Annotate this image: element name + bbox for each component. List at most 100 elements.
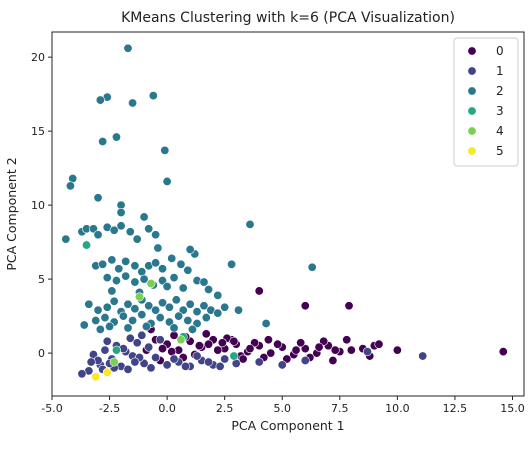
point-cluster-0-46 — [201, 329, 211, 339]
y-tick-label: 10 — [31, 199, 45, 212]
legend-box — [453, 37, 519, 167]
point-cluster-0-42 — [344, 301, 354, 311]
point-cluster-2-39 — [176, 259, 186, 269]
point-cluster-1-26 — [277, 360, 287, 370]
point-cluster-2-47 — [130, 277, 140, 287]
point-cluster-2-97 — [233, 305, 243, 315]
point-cluster-0-59 — [245, 344, 255, 354]
points-layer — [61, 43, 508, 382]
point-cluster-0-31 — [319, 336, 329, 346]
point-cluster-1-32 — [123, 364, 133, 374]
x-tick-label: 0.0 — [158, 402, 176, 415]
point-cluster-0-40 — [328, 355, 338, 365]
point-cluster-1-23 — [125, 333, 135, 343]
point-cluster-2-13 — [116, 208, 126, 218]
point-cluster-2-62 — [130, 304, 140, 314]
point-cluster-2-71 — [192, 307, 202, 317]
point-cluster-0-52 — [291, 345, 301, 355]
point-cluster-0-19 — [213, 345, 223, 355]
x-tick-label: 10.0 — [385, 402, 410, 415]
point-cluster-2-96 — [261, 318, 271, 328]
point-cluster-1-16 — [132, 338, 142, 348]
point-cluster-2-23 — [109, 225, 119, 235]
point-cluster-0-38 — [392, 345, 402, 355]
point-cluster-2-72 — [199, 301, 209, 311]
point-cluster-2-9 — [65, 181, 75, 191]
point-cluster-2-48 — [139, 274, 149, 284]
point-cluster-2-90 — [95, 324, 105, 334]
point-cluster-2-26 — [132, 234, 142, 244]
point-cluster-2-42 — [227, 259, 237, 269]
point-cluster-2-87 — [192, 318, 202, 328]
point-cluster-1-6 — [162, 360, 172, 370]
y-tick-label: 5 — [38, 273, 45, 286]
point-cluster-1-13 — [100, 345, 110, 355]
point-cluster-1-28 — [362, 347, 372, 357]
point-cluster-1-40 — [77, 369, 87, 379]
point-cluster-2-45 — [111, 276, 121, 286]
point-cluster-2-79 — [118, 311, 128, 321]
point-cluster-2-16 — [245, 219, 255, 229]
point-cluster-2-100 — [162, 282, 172, 292]
point-cluster-4-2 — [109, 357, 119, 367]
point-cluster-2-36 — [151, 258, 161, 268]
legend-marker-1 — [467, 66, 477, 76]
x-tick-label: -5.0 — [41, 402, 62, 415]
point-cluster-0-43 — [254, 286, 264, 296]
point-cluster-2-50 — [158, 276, 168, 286]
point-cluster-2-10 — [162, 176, 172, 186]
point-cluster-2-31 — [114, 264, 124, 274]
point-cluster-2-15 — [151, 230, 161, 240]
point-cluster-2-85 — [174, 311, 184, 321]
point-cluster-2-88 — [201, 313, 211, 323]
point-cluster-2-95 — [187, 324, 197, 334]
point-cluster-2-65 — [151, 305, 161, 315]
point-cluster-2-30 — [107, 255, 117, 265]
point-cluster-0-41 — [300, 301, 310, 311]
point-cluster-2-101 — [199, 277, 209, 287]
point-cluster-2-80 — [128, 316, 138, 326]
point-cluster-1-17 — [144, 342, 154, 352]
point-cluster-2-81 — [137, 310, 147, 320]
plot-frame — [51, 31, 525, 397]
point-cluster-0-50 — [238, 354, 248, 364]
point-cluster-2-24 — [116, 221, 126, 231]
point-cluster-2-66 — [158, 298, 168, 308]
point-cluster-1-27 — [300, 355, 310, 365]
point-cluster-2-3 — [95, 95, 105, 105]
point-cluster-2-93 — [141, 321, 151, 331]
point-cluster-1-5 — [151, 353, 161, 363]
point-cluster-1-34 — [146, 363, 156, 373]
point-cluster-0-22 — [282, 354, 292, 364]
legend-label-2: 2 — [496, 84, 504, 98]
x-tick-label: 15.0 — [500, 402, 525, 415]
y-axis-label: PCA Component 2 — [4, 157, 19, 270]
point-cluster-2-17 — [61, 234, 71, 244]
point-cluster-0-10 — [266, 348, 276, 358]
point-cluster-2-64 — [144, 301, 154, 311]
x-tick-label: 12.5 — [443, 402, 468, 415]
point-cluster-0-36 — [374, 339, 384, 349]
point-cluster-0-29 — [273, 339, 283, 349]
point-cluster-2-4 — [128, 98, 138, 108]
point-cluster-1-12 — [231, 358, 241, 368]
point-cluster-2-92 — [123, 323, 133, 333]
x-tick-label: 2.5 — [216, 402, 234, 415]
point-cluster-1-29 — [418, 351, 428, 361]
point-cluster-2-83 — [155, 313, 165, 323]
point-cluster-5-1 — [102, 367, 112, 377]
point-cluster-2-11 — [93, 193, 103, 203]
point-cluster-2-89 — [79, 320, 89, 330]
point-cluster-2-56 — [84, 299, 94, 309]
point-cluster-5-0 — [91, 372, 101, 382]
point-cluster-1-24 — [137, 330, 147, 340]
point-cluster-2-103 — [153, 243, 163, 253]
point-cluster-1-41 — [86, 357, 96, 367]
point-cluster-2-77 — [100, 313, 110, 323]
point-cluster-2-58 — [102, 302, 112, 312]
point-cluster-2-70 — [185, 299, 195, 309]
legend-label-4: 4 — [496, 124, 504, 138]
point-cluster-0-33 — [346, 345, 356, 355]
x-tick-label: 5.0 — [273, 402, 291, 415]
point-cluster-0-13 — [300, 344, 310, 354]
